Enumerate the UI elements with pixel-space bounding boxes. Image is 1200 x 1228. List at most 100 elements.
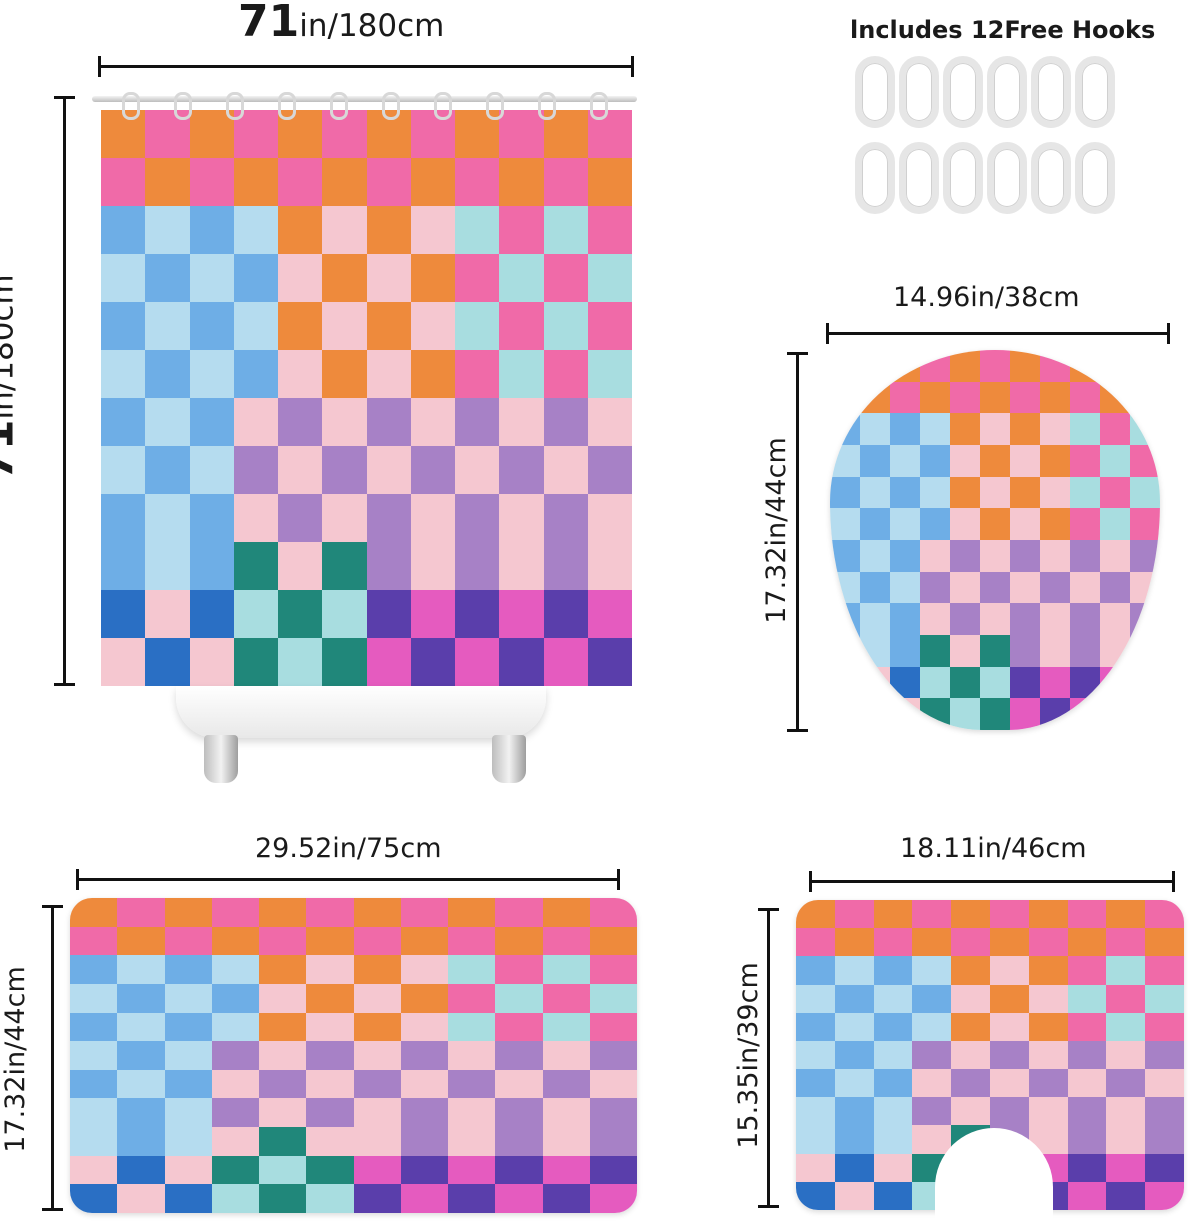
checker-cell [322,398,367,446]
curtain-ring [174,92,192,120]
checker-cell [499,254,544,302]
checker-cell [951,1012,990,1041]
checker-cell [1028,984,1068,1013]
checker-cell [1028,1069,1068,1098]
lid-cover-height-label: 17.32in/44cm [760,437,792,624]
checker-cell [1106,1040,1146,1070]
checker-cell [1028,1097,1068,1126]
checker-cell [211,1184,259,1213]
checker-cell [1130,350,1160,382]
checker-cell [259,1155,307,1185]
checker-cell [1067,1181,1107,1210]
checker-cell [101,638,146,686]
curtain-width-dimension-line [98,56,634,77]
checker-cell [1040,698,1070,730]
checker-cell [1067,984,1107,1013]
checker-cell [890,413,920,445]
checker-cell [211,983,259,1013]
checker-cell [101,302,146,350]
checker-cell [353,1012,401,1042]
checker-cell [980,413,1010,445]
checker-cell [912,1069,952,1098]
checker-cell [951,900,990,929]
checker-cell [101,446,146,494]
checker-cell [1028,1012,1068,1041]
checker-cell [890,444,920,477]
checker-cell [1106,900,1146,929]
checker-cell [306,1155,354,1185]
checker-cell [410,206,455,254]
checker-cell [278,254,323,302]
checker-cell [259,898,307,927]
checker-cell [873,928,913,957]
checker-cell [834,984,874,1013]
checker-cell [1040,539,1070,572]
checker-cell [189,158,234,206]
checker-cell [860,413,890,445]
checker-cell [912,984,952,1013]
checker-cell [980,476,1010,509]
checker-cell [499,446,544,494]
checker-cell [543,254,588,302]
checker-cell [989,1069,1029,1098]
checker-cell [164,1155,212,1185]
checker-cell [587,446,632,494]
checker-cell [400,983,448,1013]
checker-cell [117,1098,165,1128]
checker-cell [1100,508,1130,540]
checker-cell [259,1069,307,1099]
checker-cell [117,955,165,984]
checker-cell [70,955,118,984]
checker-cell [951,1069,990,1098]
checker-cell [543,350,588,398]
checker-cell [259,1184,307,1213]
checker-cell [353,1098,401,1128]
checker-cell [860,634,890,667]
checker-cell [920,413,950,445]
checker-cell [1145,1125,1184,1154]
checker-cell [1100,698,1130,730]
checker-cell [70,983,118,1013]
checker-cell [542,1127,590,1156]
checker-cell [834,928,874,957]
checker-cell [1070,539,1100,572]
checker-cell [189,446,234,494]
checker-cell [189,206,234,254]
checker-cell [1040,413,1070,445]
checker-cell [796,900,835,929]
checker-cell [920,698,950,730]
checker-cell [495,1098,543,1128]
checker-cell [1067,1012,1107,1041]
checker-cell [890,634,920,667]
checker-cell [448,1155,496,1185]
checker-cell [1010,381,1040,414]
checker-cell [1010,413,1040,445]
checker-cell [353,1127,401,1156]
checker-cell [448,1184,496,1213]
checker-cell [1010,603,1040,635]
checker-cell [259,1041,307,1070]
checker-cell [920,476,950,509]
checker-cell [1067,956,1107,985]
checker-cell [834,1181,874,1210]
checker-cell [989,900,1029,929]
checker-cell [366,254,411,302]
checker-cell [890,476,920,509]
checker-cell [322,206,367,254]
checker-cell [1067,1153,1107,1182]
checker-cell [189,590,234,638]
checker-cell [101,350,146,398]
checker-cell [495,1012,543,1042]
checker-cell [830,350,860,382]
checker-cell [830,603,860,635]
checker-cell [495,1155,543,1185]
checker-cell [211,1012,259,1042]
checker-cell [542,926,590,956]
checker-cell [366,158,411,206]
checker-cell [259,983,307,1013]
checker-cell [542,898,590,927]
hooks-title: lncludes 12Free Hooks [850,16,1156,44]
checker-cell [189,302,234,350]
checker-cell [1070,666,1100,699]
checker-cell [1145,1097,1184,1126]
